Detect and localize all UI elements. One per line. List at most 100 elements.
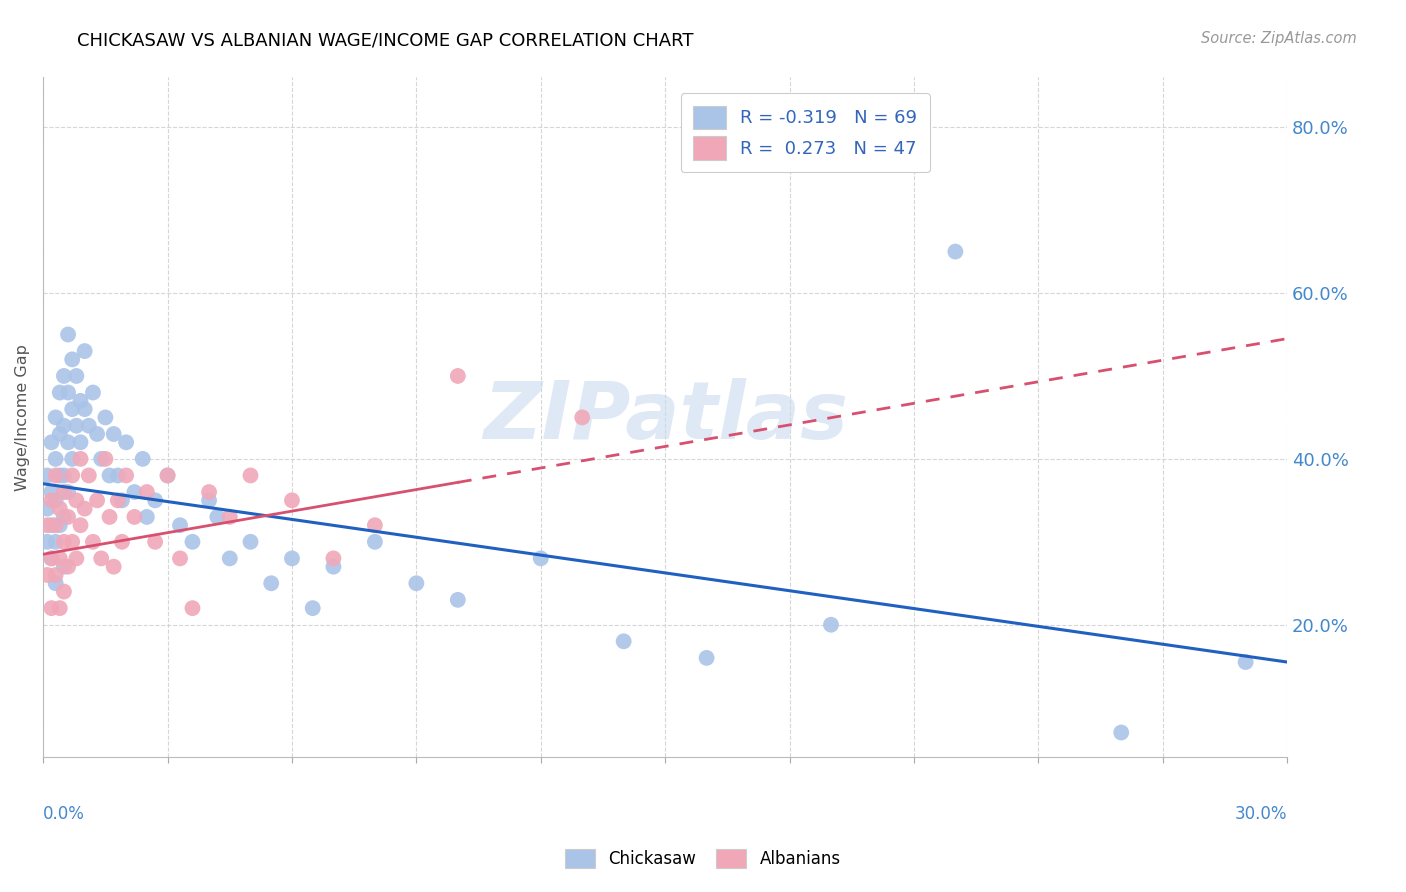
Point (45, 468, 67, 483)
Point (322, 559, 344, 574)
Point (281, 551, 304, 566)
Point (69, 451, 91, 466)
Point (107, 468, 129, 483)
Point (60, 402, 83, 417)
Point (69, 393, 91, 408)
Point (447, 368, 470, 383)
Point (52, 559, 75, 574)
Point (260, 576, 283, 591)
Point (124, 510, 146, 524)
Point (73, 402, 96, 417)
Point (52, 510, 75, 524)
Point (945, 244, 967, 259)
Point (41, 601, 63, 615)
Point (281, 493, 304, 508)
Point (69, 518, 91, 533)
Point (111, 493, 134, 508)
Legend: R = -0.319   N = 69, R =  0.273   N = 47: R = -0.319 N = 69, R = 0.273 N = 47 (681, 94, 929, 172)
Point (115, 468, 138, 483)
Point (447, 592, 470, 607)
Point (86, 427, 108, 442)
Point (820, 617, 842, 632)
Point (405, 576, 427, 591)
Point (143, 534, 166, 549)
Point (45, 410, 67, 425)
Point (69, 435, 91, 450)
Point (37, 568, 59, 582)
Point (41, 493, 63, 508)
Point (111, 534, 134, 549)
Point (181, 534, 204, 549)
Point (181, 601, 204, 615)
Point (65, 551, 87, 566)
Point (103, 427, 125, 442)
Point (52, 534, 75, 549)
Point (60, 534, 83, 549)
Point (60, 352, 83, 367)
Point (90, 451, 112, 466)
Point (1234, 655, 1257, 669)
Point (143, 493, 166, 508)
Point (82, 385, 104, 400)
Point (86, 493, 108, 508)
Point (77, 468, 100, 483)
Point (115, 435, 138, 450)
Point (52, 485, 75, 500)
Point (135, 510, 157, 524)
Point (239, 534, 262, 549)
Text: 30.0%: 30.0% (1234, 805, 1286, 823)
Point (49, 518, 72, 533)
Point (613, 634, 636, 648)
Point (56, 559, 79, 574)
Point (156, 468, 179, 483)
Point (364, 534, 387, 549)
Point (60, 451, 83, 466)
Point (124, 485, 146, 500)
Text: 0.0%: 0.0% (44, 805, 86, 823)
Point (56, 385, 79, 400)
Point (90, 551, 112, 566)
Point (198, 493, 221, 508)
Point (301, 601, 323, 615)
Point (198, 485, 221, 500)
Point (49, 551, 72, 566)
Point (56, 435, 79, 450)
Point (56, 510, 79, 524)
Point (52, 468, 75, 483)
Point (131, 451, 153, 466)
Point (41, 518, 63, 533)
Point (45, 518, 67, 533)
Point (56, 327, 79, 342)
Point (1109, 725, 1132, 739)
Point (37, 534, 59, 549)
Point (45, 493, 67, 508)
Point (73, 344, 96, 359)
Point (37, 468, 59, 483)
Y-axis label: Wage/Income Gap: Wage/Income Gap (15, 344, 30, 491)
Point (60, 468, 83, 483)
Point (45, 576, 67, 591)
Point (49, 601, 72, 615)
Point (207, 510, 229, 524)
Point (41, 435, 63, 450)
Point (45, 568, 67, 582)
Point (322, 551, 344, 566)
Point (571, 410, 593, 425)
Text: CHICKASAW VS ALBANIAN WAGE/INCOME GAP CORRELATION CHART: CHICKASAW VS ALBANIAN WAGE/INCOME GAP CO… (77, 31, 693, 49)
Point (49, 501, 72, 516)
Point (107, 493, 129, 508)
Point (239, 468, 262, 483)
Point (49, 468, 72, 483)
Point (45, 534, 67, 549)
Point (169, 518, 191, 533)
Point (94, 451, 117, 466)
Point (52, 584, 75, 599)
Text: ZIPatlas: ZIPatlas (482, 378, 848, 457)
Point (65, 368, 87, 383)
Point (135, 485, 157, 500)
Point (364, 518, 387, 533)
Point (65, 418, 87, 433)
Point (98, 510, 121, 524)
Point (37, 501, 59, 516)
Point (49, 385, 72, 400)
